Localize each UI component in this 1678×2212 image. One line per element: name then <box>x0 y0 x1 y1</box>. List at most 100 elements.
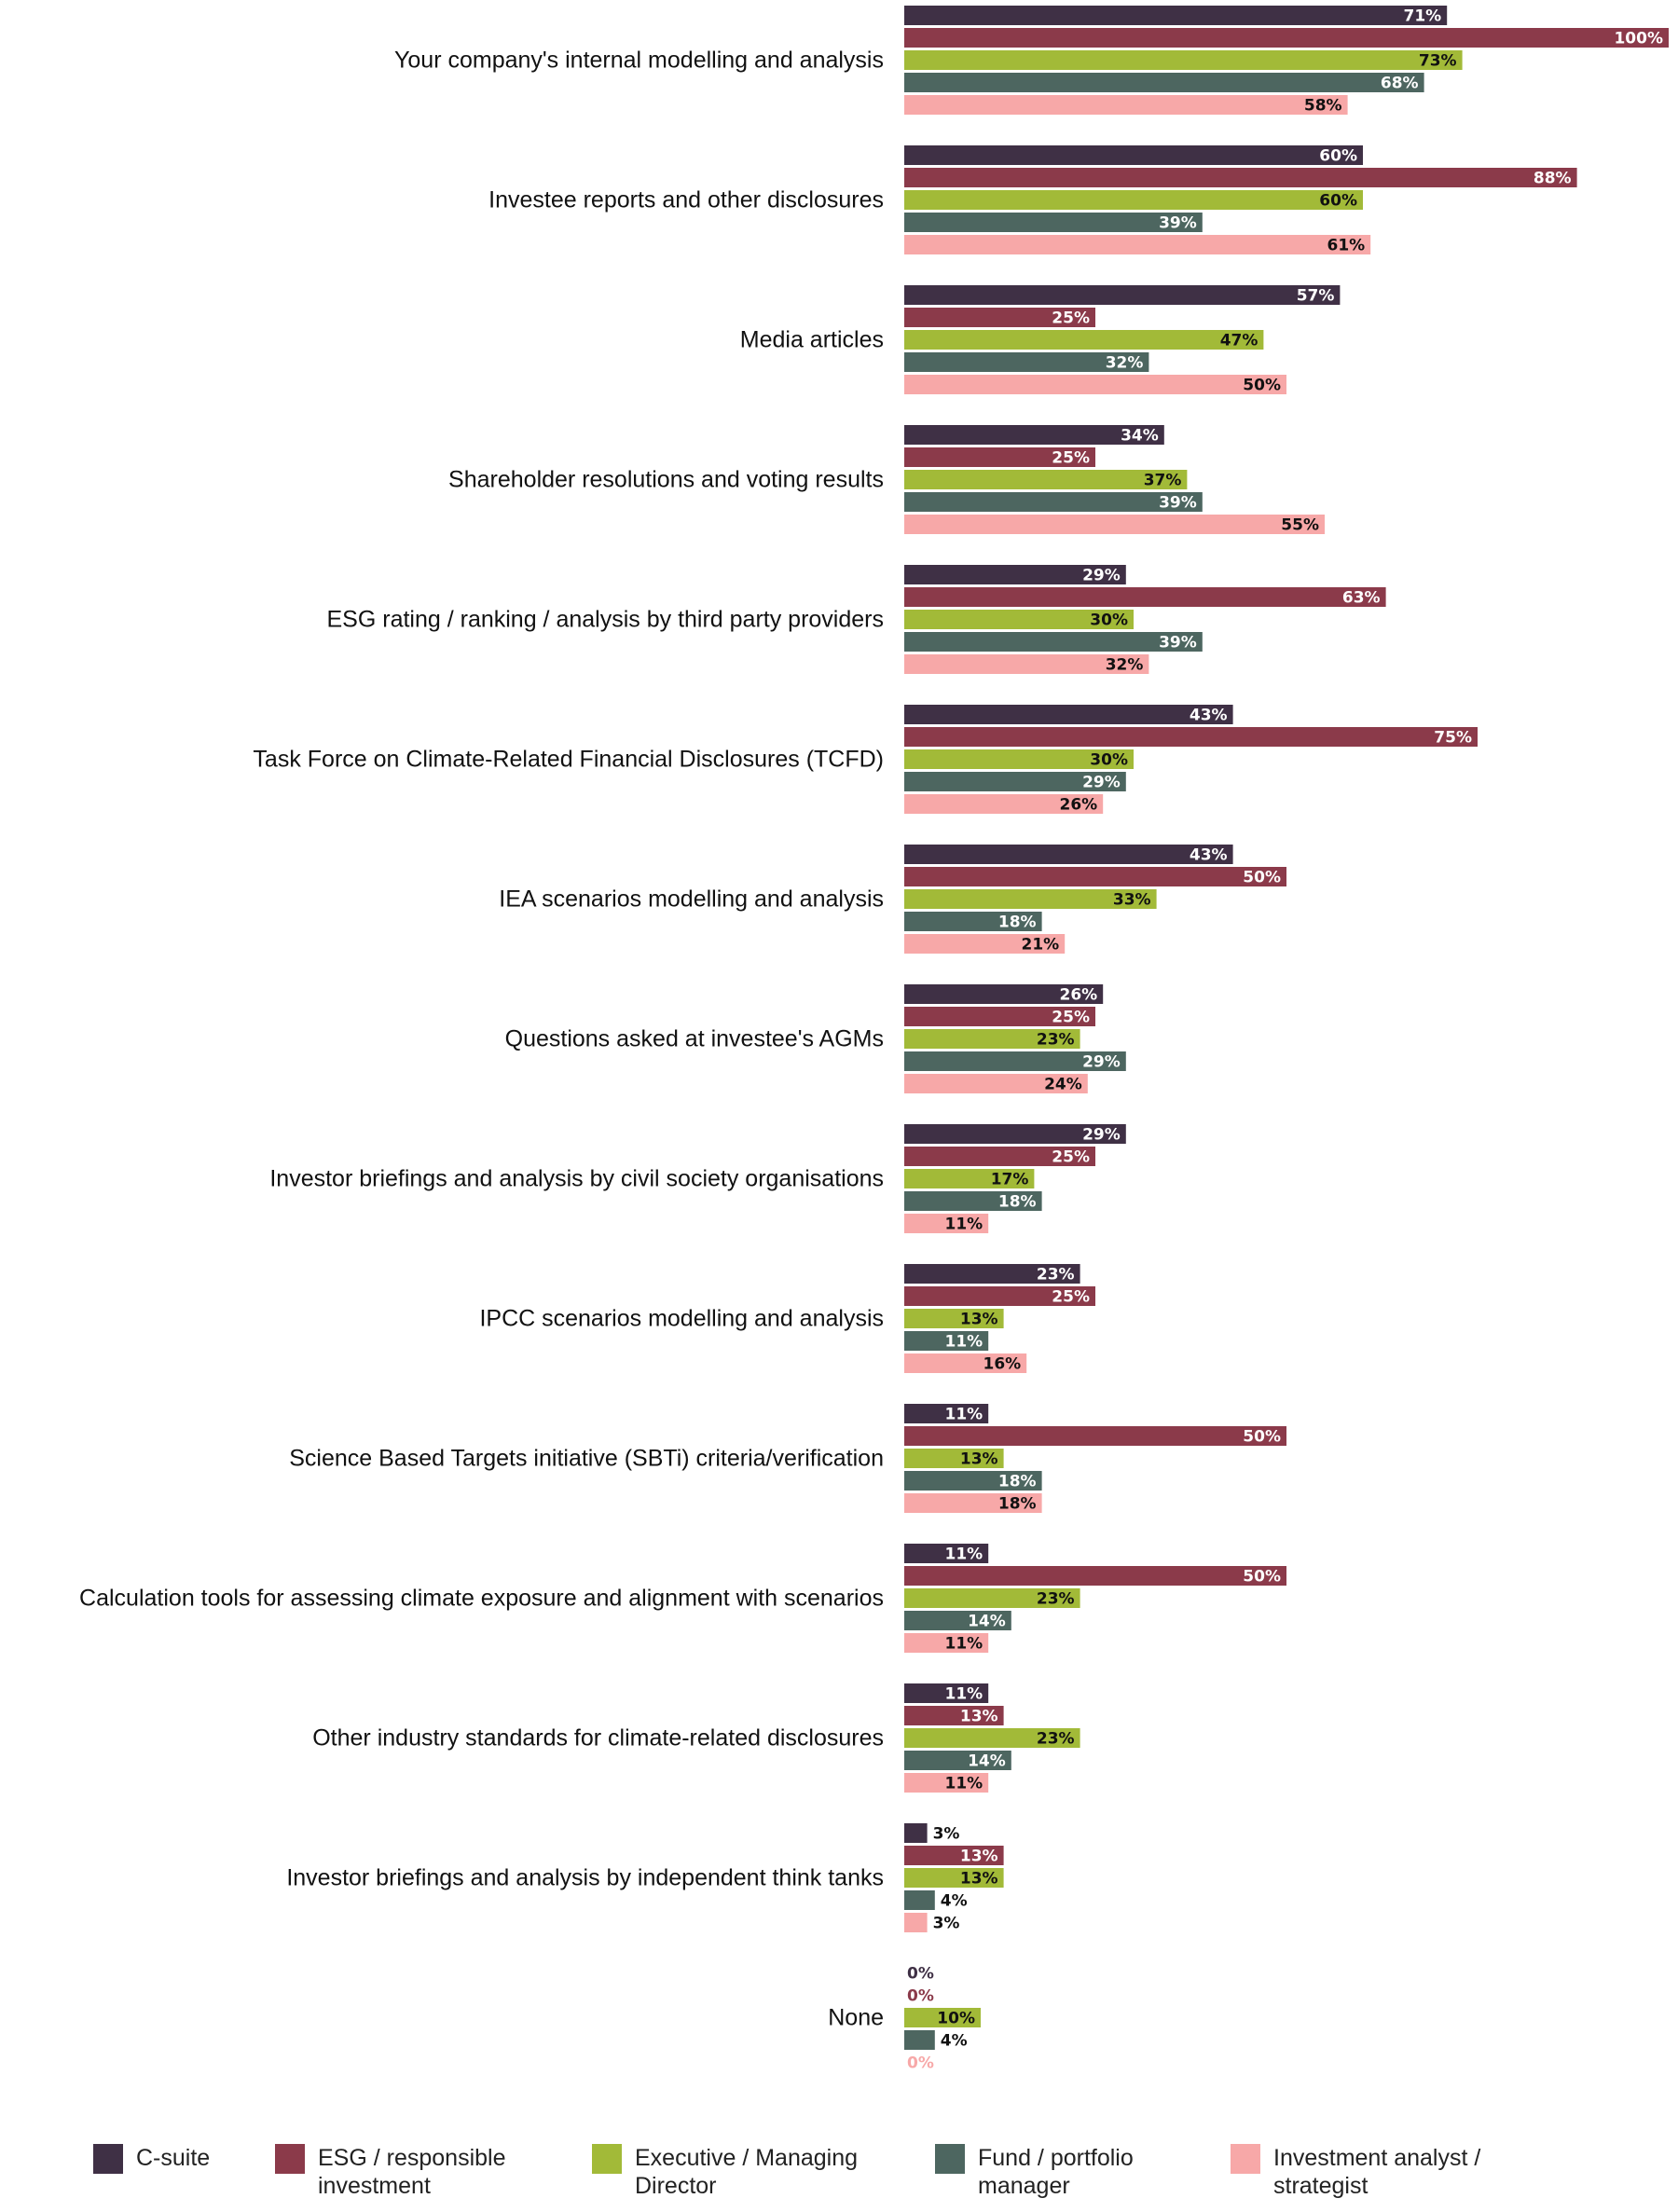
bar-fund-portfolio-manager <box>904 2030 935 2050</box>
data-label: 32% <box>1106 354 1144 373</box>
bar-executive-managing-director <box>904 1588 1080 1608</box>
data-label: 10% <box>937 2010 975 2028</box>
bar-fund-portfolio-manager <box>904 73 1424 92</box>
bar-fund-portfolio-manager <box>904 632 1203 652</box>
legend-label: C-suite <box>136 2145 211 2171</box>
data-label: 50% <box>1243 1428 1281 1447</box>
category-label: Investor briefings and analysis by civil… <box>269 1166 884 1192</box>
bar-c-suite <box>904 6 1448 25</box>
data-label: 63% <box>1342 589 1381 608</box>
bar-group-questions-asked-at-investee-s-agms: Questions asked at investee's AGMs 26% 25%… <box>505 984 1126 1094</box>
bar-investment-analyst-strategist <box>904 1633 989 1653</box>
category-label: Investee reports and other disclosures <box>488 187 884 213</box>
data-label: 32% <box>1106 656 1144 675</box>
bar-fund-portfolio-manager <box>904 1331 989 1351</box>
data-label: 23% <box>1037 1266 1075 1285</box>
data-label: 43% <box>1190 707 1228 725</box>
bar-c-suite <box>904 845 1233 864</box>
bar-executive-managing-director <box>904 1169 1035 1188</box>
data-label: 3% <box>933 1825 960 1844</box>
data-label: 88% <box>1534 170 1572 188</box>
data-label: 47% <box>1220 332 1258 350</box>
bar-fund-portfolio-manager <box>904 213 1203 232</box>
bar-esg-responsible-investment <box>904 447 1095 467</box>
bar-investment-analyst-strategist <box>904 1214 989 1233</box>
category-label: Your company's internal modelling and an… <box>394 48 884 74</box>
bar-investment-analyst-strategist <box>904 235 1371 254</box>
bar-investment-analyst-strategist <box>904 794 1104 814</box>
bar-c-suite <box>904 565 1126 584</box>
bar-esg-responsible-investment <box>904 727 1478 747</box>
data-label: 13% <box>960 1870 998 1889</box>
category-label: Calculation tools for assessing climate … <box>79 1586 884 1612</box>
bar-c-suite <box>904 1264 1080 1284</box>
data-label: 0% <box>907 1987 934 2006</box>
data-label: 50% <box>1243 869 1281 887</box>
data-label: 58% <box>1304 97 1342 116</box>
bar-c-suite <box>904 984 1104 1004</box>
bar-investment-analyst-strategist <box>904 1773 989 1793</box>
data-label: 25% <box>1052 1009 1090 1027</box>
bar-c-suite <box>904 705 1233 724</box>
bar-investment-analyst-strategist <box>904 375 1286 394</box>
data-label: 57% <box>1297 287 1335 306</box>
data-label: 11% <box>944 1333 983 1352</box>
bar-group-investee-reports-and-other-disclosures: Investee reports and other disclosures 60… <box>488 145 1577 255</box>
legend-item-analyst: Investment analyst / strategist <box>1231 2144 1480 2200</box>
bar-investment-analyst-strategist <box>904 654 1149 674</box>
data-label: 4% <box>941 1892 968 1911</box>
data-label: 26% <box>1059 986 1097 1005</box>
data-label: 11% <box>944 1406 983 1424</box>
bar-investment-analyst-strategist <box>904 1913 928 1932</box>
bar-group-your-company-s-internal-modelling-and-analysis: Your company's internal modelling and an… <box>394 6 1669 116</box>
bar-executive-managing-director <box>904 50 1463 70</box>
legend-swatch <box>935 2144 965 2174</box>
bar-esg-responsible-investment <box>904 1426 1286 1446</box>
data-label: 13% <box>960 1450 998 1469</box>
bar-group-other-industry-standards-for-climate-related-disclosures: Other industry standards for climate-rel… <box>312 1683 1080 1793</box>
bar-investment-analyst-strategist <box>904 934 1066 954</box>
bar-group-media-articles: Media articles 57% 25% 47% 32% 50% <box>740 285 1341 395</box>
data-label: 55% <box>1281 516 1319 535</box>
legend-label: Investment analyst / strategist <box>1273 2145 1481 2199</box>
bar-group-investor-briefings-and-analysis-by-civil-society-organisations: Investor briefings and analysis by civil… <box>269 1124 1126 1234</box>
bar-executive-managing-director <box>904 749 1134 769</box>
bar-fund-portfolio-manager <box>904 352 1149 372</box>
bar-investment-analyst-strategist <box>904 1074 1088 1093</box>
data-label: 30% <box>1090 611 1128 630</box>
category-label: Investor briefings and analysis by indep… <box>286 1865 884 1891</box>
data-label: 60% <box>1319 147 1357 166</box>
data-label: 23% <box>1037 1031 1075 1050</box>
bar-executive-managing-director <box>904 2008 981 2027</box>
bar-group-task-force-on-climate-related-financial-disclosures-tcfd: Task Force on Climate-Related Financial … <box>253 705 1478 815</box>
data-label: 29% <box>1082 1126 1121 1145</box>
data-label: 11% <box>944 1216 983 1234</box>
category-label: Science Based Targets initiative (SBTi) … <box>289 1446 884 1472</box>
bar-fund-portfolio-manager <box>904 1191 1042 1211</box>
bar-group-calculation-tools-for-assessing-climate-exposure-and-alignment-with-scenarios: Calculation tools for assessing climate … <box>79 1544 1286 1654</box>
bar-group-investor-briefings-and-analysis-by-independent-think-tanks: Investor briefings and analysis by indep… <box>286 1823 1004 1933</box>
legend-label: ESG / responsible investment <box>318 2145 506 2199</box>
bar-group-esg-rating-ranking-analysis-by-third-party-providers: ESG rating / ranking / analysis by third… <box>327 565 1386 675</box>
data-label: 18% <box>998 1495 1037 1514</box>
data-label: 18% <box>998 1193 1037 1212</box>
bar-c-suite <box>904 1124 1126 1144</box>
data-label: 25% <box>1052 309 1090 328</box>
data-label: 39% <box>1159 214 1197 233</box>
bar-investment-analyst-strategist <box>904 95 1348 115</box>
bar-fund-portfolio-manager <box>904 1751 1011 1770</box>
bar-c-suite <box>904 285 1341 305</box>
category-label: Shareholder resolutions and voting resul… <box>448 467 884 493</box>
bar-executive-managing-director <box>904 1309 1004 1328</box>
data-label: 29% <box>1082 774 1121 792</box>
bar-c-suite <box>904 1683 989 1703</box>
data-label: 18% <box>998 914 1037 932</box>
data-label: 61% <box>1327 237 1365 255</box>
bar-executive-managing-director <box>904 1868 1004 1888</box>
bar-c-suite <box>904 145 1363 165</box>
bar-fund-portfolio-manager <box>904 1471 1042 1491</box>
data-label: 14% <box>968 1752 1006 1771</box>
data-label: 17% <box>991 1171 1029 1189</box>
bar-esg-responsible-investment <box>904 168 1577 187</box>
data-label: 24% <box>1044 1076 1082 1094</box>
